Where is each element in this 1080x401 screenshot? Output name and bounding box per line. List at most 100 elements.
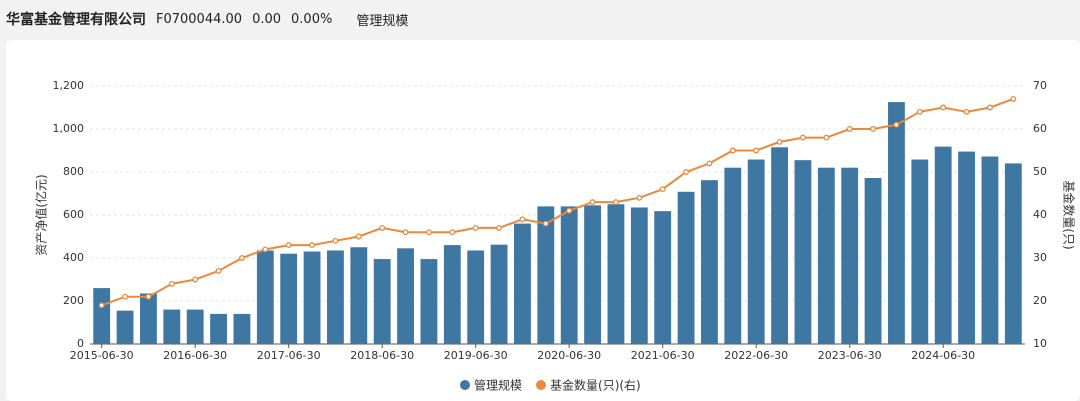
bar	[607, 204, 625, 344]
y2-tick-label: 10	[1033, 337, 1047, 350]
bar	[397, 248, 414, 344]
x-tick-label: 2019-06-30	[444, 349, 508, 362]
line-point	[238, 255, 245, 261]
y-tick-label: 200	[63, 294, 84, 307]
line-point	[496, 224, 503, 231]
line-point	[332, 237, 339, 244]
line-point	[472, 224, 479, 231]
y-tick-label: 800	[63, 165, 84, 178]
line-point	[729, 147, 736, 154]
x-tick-label: 2021-06-30	[631, 349, 695, 362]
bar	[817, 167, 835, 344]
line-point	[916, 108, 923, 115]
line-point	[706, 160, 713, 167]
tab[interactable]: 管理规模	[356, 13, 409, 29]
bar	[420, 259, 438, 344]
bar	[537, 206, 555, 344]
bar	[864, 178, 882, 344]
y2-tick-label: 30	[1033, 251, 1047, 264]
line-point	[285, 242, 292, 249]
line-point	[1010, 95, 1017, 102]
line-point	[846, 126, 853, 132]
line-point	[870, 126, 877, 132]
bar	[116, 310, 134, 344]
line-point	[519, 216, 526, 223]
company-name: 华富基金管理有限公司	[6, 12, 146, 28]
line-point	[425, 229, 432, 236]
line-point	[893, 121, 900, 128]
fund-code: F0700044.00	[156, 11, 243, 27]
legend-label: 管理规模	[474, 378, 522, 393]
bar	[210, 313, 227, 344]
bar	[654, 211, 672, 344]
line-point	[192, 276, 199, 283]
bar	[771, 147, 788, 344]
bar	[373, 259, 391, 344]
y-axis-title: 资产净值(亿元)	[34, 174, 49, 255]
y2-axis-title: 基金数量(只)	[1062, 180, 1077, 249]
line-point	[823, 134, 830, 141]
line	[101, 97, 1014, 307]
line-point	[986, 104, 993, 111]
line-point	[355, 233, 362, 240]
y-tick-label: 0	[77, 337, 84, 350]
y2-tick-label: 60	[1033, 122, 1047, 135]
line-point	[940, 104, 947, 111]
bar	[303, 251, 321, 344]
x-tick-label: 2020-06-30	[537, 349, 601, 362]
line-point	[379, 224, 386, 231]
bar	[490, 244, 508, 344]
x-tick-label: 2022-06-30	[724, 349, 788, 362]
bar	[794, 160, 812, 344]
line-point	[98, 302, 105, 309]
bar	[443, 245, 461, 344]
bar	[841, 167, 859, 344]
x-tick-label: 2016-06-30	[163, 349, 227, 362]
line-point	[168, 280, 175, 287]
bar	[467, 250, 485, 344]
y-tick-label: 400	[63, 251, 84, 264]
line-point	[449, 229, 456, 236]
header: 华富基金管理有限公司 F0700044.00 0.00 0.00% 管理规模	[0, 0, 1080, 38]
bar	[163, 309, 181, 344]
y-tick-label: 1,000	[53, 122, 85, 135]
bar	[350, 247, 368, 344]
bar	[514, 223, 531, 344]
line-point	[309, 242, 316, 249]
bar	[584, 205, 601, 344]
legend-label: 基金数量(只)(右)	[550, 378, 641, 393]
bar	[724, 167, 742, 344]
bar	[186, 309, 204, 344]
x-tick-label: 2018-06-30	[350, 349, 414, 362]
y2-tick-label: 50	[1033, 165, 1047, 178]
bar	[140, 293, 157, 344]
line-point	[963, 108, 970, 115]
bar	[888, 102, 905, 344]
bar	[233, 313, 251, 344]
x-tick-label: 2024-06-30	[911, 349, 975, 362]
bar	[630, 207, 648, 344]
bar	[701, 180, 718, 344]
bar	[747, 159, 765, 344]
line-point	[122, 293, 129, 300]
line-point	[799, 134, 806, 141]
line-point	[262, 246, 269, 253]
bar	[981, 156, 999, 344]
line-point	[589, 199, 596, 206]
bar	[93, 288, 111, 344]
y-tick-label: 1,200	[53, 79, 85, 92]
line-point	[683, 169, 690, 175]
y-tick-label: 600	[63, 208, 84, 221]
bar	[280, 253, 298, 344]
change: 0.00	[252, 11, 282, 27]
x-tick-label: 2017-06-30	[257, 349, 321, 362]
bar	[911, 159, 929, 344]
legend-swatch	[536, 380, 547, 390]
line-point	[636, 194, 643, 201]
bar	[934, 146, 952, 344]
bar	[1004, 163, 1022, 344]
line-point	[402, 229, 409, 236]
bar	[256, 250, 274, 344]
